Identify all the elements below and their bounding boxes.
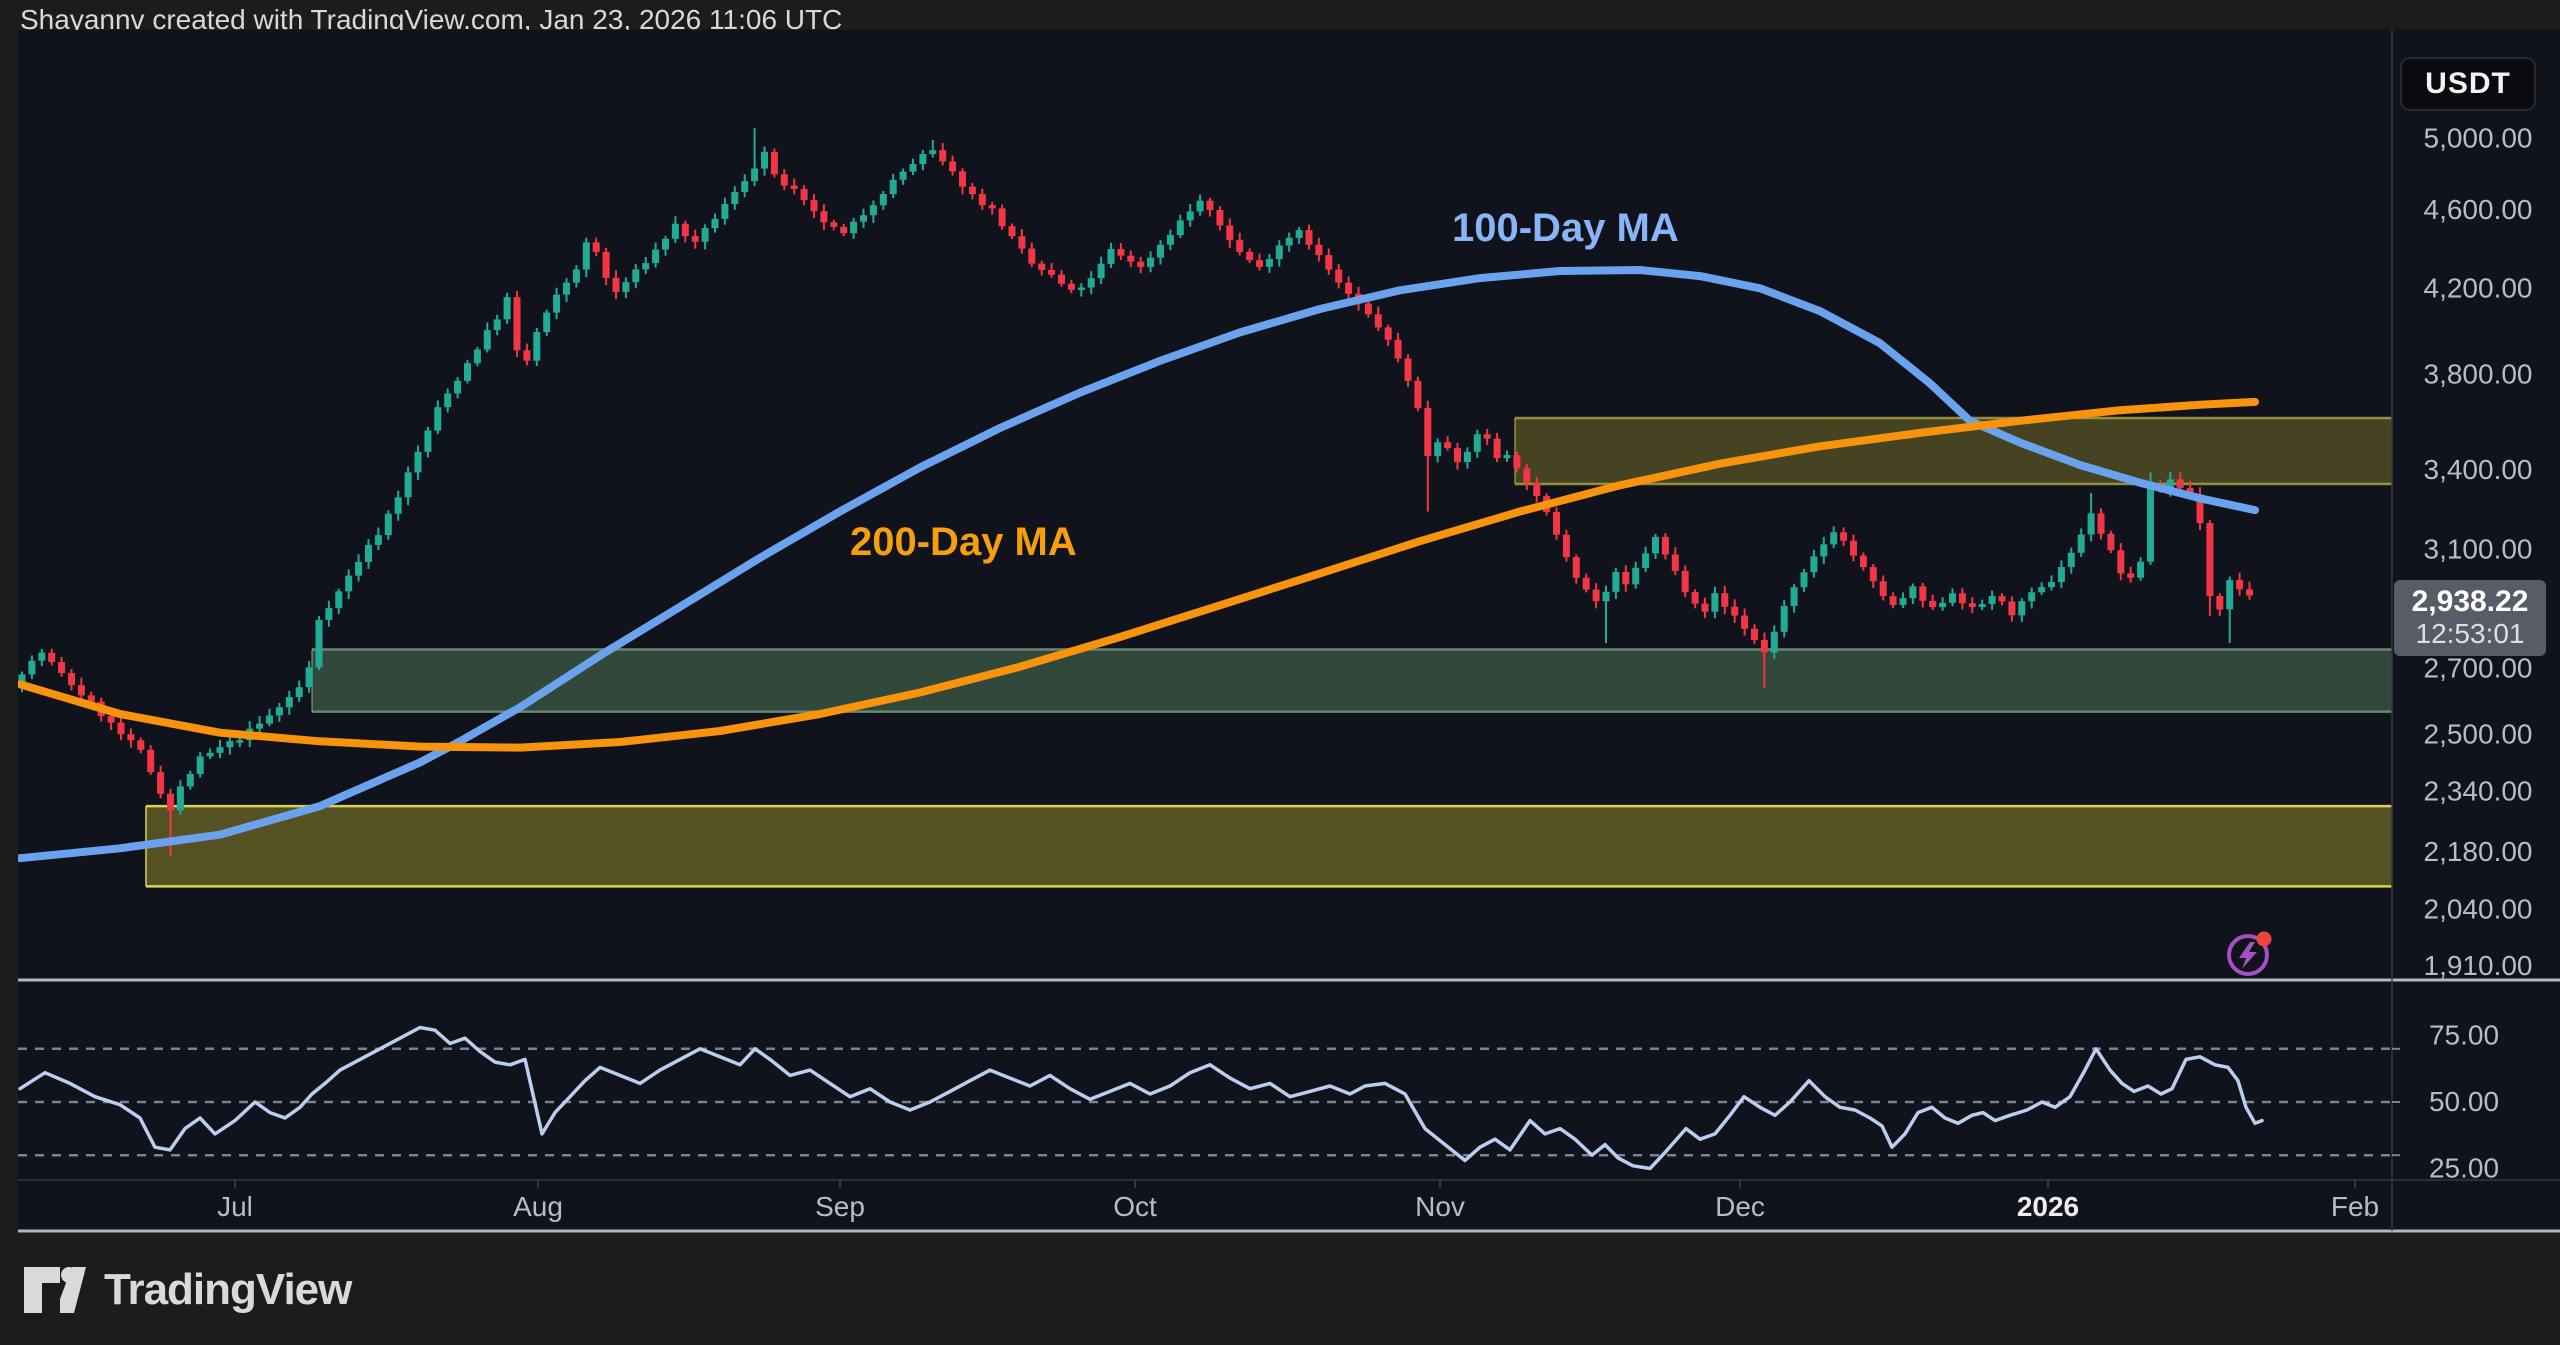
last-price-badge: 2,938.22 12:53:01 (2394, 579, 2546, 657)
currency-button[interactable]: USDT (2400, 57, 2536, 111)
demand-zone (145, 804, 2392, 888)
time-tick-label: Dec (1715, 1191, 1765, 1222)
main-pane[interactable] (18, 128, 2393, 888)
price-tick-label: 2,180.00 (2424, 836, 2533, 867)
boost-lightning-icon[interactable] (2215, 923, 2285, 989)
time-tick-label: Jul (217, 1191, 253, 1222)
candlestick-series (18, 128, 2253, 857)
rsi-tick-label: 50.00 (2429, 1086, 2499, 1117)
price-axis[interactable]: 5,000.00 4,600.00 4,200.00 3,800.00 3,400.00… (2392, 122, 2533, 1184)
price-tick-label: 3,800.00 (2424, 358, 2533, 389)
last-price-value: 2,938.22 (2411, 584, 2529, 618)
price-tick-label: 4,600.00 (2424, 194, 2533, 225)
tradingview-logo-mark (24, 1267, 86, 1313)
time-tick-label: Feb (2331, 1191, 2379, 1222)
rsi-line (18, 1025, 2264, 1171)
bar-countdown: 12:53:01 (2415, 618, 2525, 650)
rsi-pane[interactable] (18, 1025, 2392, 1171)
attribution-text: Shayannv created with TradingView.com, J… (20, 4, 843, 35)
notification-dot (2256, 931, 2272, 947)
rsi-tick-label: 25.00 (2429, 1153, 2499, 1184)
price-tick-label: 3,100.00 (2424, 533, 2533, 564)
rsi-tick-label: 75.00 (2429, 1020, 2499, 1051)
chart-plot-area[interactable]: 5,000.00 4,600.00 4,200.00 3,800.00 3,400.00… (18, 30, 2560, 1233)
price-tick-label: 2,340.00 (2424, 775, 2533, 806)
lightning-bolt-glyph (2239, 942, 2257, 969)
ma-100-line (18, 266, 2259, 863)
ma100-annotation: 100-Day MA (1452, 206, 1679, 250)
time-tick-label: Oct (1113, 1191, 1157, 1222)
time-tick-label: Nov (1415, 1191, 1465, 1222)
price-tick-label: 5,000.00 (2424, 122, 2533, 153)
time-tick-label: Aug (513, 1191, 563, 1222)
price-tick-label: 3,400.00 (2424, 454, 2533, 485)
price-tick-label: 4,200.00 (2424, 272, 2533, 303)
chart-canvas[interactable]: 5,000.00 4,600.00 4,200.00 3,800.00 3,400.00… (18, 30, 2560, 1233)
time-tick-label: 2026 (2017, 1191, 2079, 1222)
tradingview-logo-text: TradingView (104, 1265, 352, 1314)
tradingview-logo[interactable]: TradingView (22, 1262, 352, 1318)
time-tick-label: Sep (815, 1191, 865, 1222)
boost-circle (2227, 934, 2269, 976)
ma200-annotation: 200-Day MA (850, 520, 1077, 564)
price-tick-label: 1,910.00 (2424, 950, 2533, 981)
price-tick-label: 2,500.00 (2424, 718, 2533, 749)
support-zone (311, 648, 2392, 713)
ma-200-line (18, 397, 2259, 752)
price-tick-label: 2,700.00 (2424, 652, 2533, 683)
price-tick-label: 2,040.00 (2424, 893, 2533, 924)
time-axis[interactable]: Jul Aug Sep Oct Nov Dec 2026 Feb (217, 1180, 2379, 1222)
